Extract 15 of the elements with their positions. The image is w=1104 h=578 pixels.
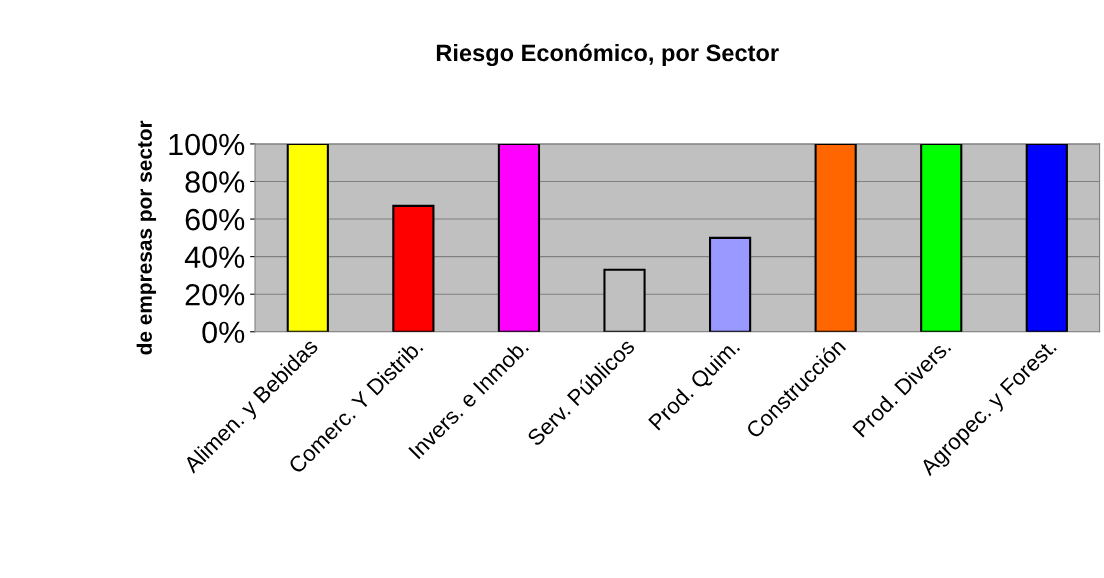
y-tick-label: 80% bbox=[185, 171, 245, 193]
y-tick-label: 60% bbox=[185, 208, 245, 231]
chart-title: Riesgo Económico, por Sector bbox=[436, 43, 779, 67]
y-tick-label: 0% bbox=[202, 321, 245, 344]
bar bbox=[286, 143, 329, 332]
bar bbox=[497, 143, 541, 332]
bar bbox=[814, 143, 857, 332]
bar bbox=[708, 236, 752, 332]
y-tick-label: 100% bbox=[169, 133, 245, 156]
y-axis-title: de empresas por sector bbox=[136, 120, 157, 355]
bar bbox=[1025, 143, 1068, 332]
y-tick-label: 40% bbox=[184, 246, 245, 268]
bar bbox=[920, 143, 963, 332]
y-tick-label: 20% bbox=[185, 283, 245, 306]
bar bbox=[392, 204, 435, 332]
